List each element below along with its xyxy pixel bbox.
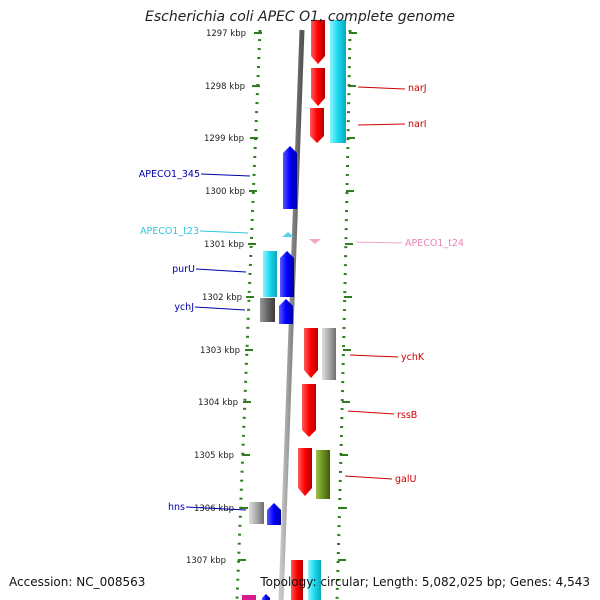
gene-narI[interactable] — [310, 108, 324, 143]
gene-hns[interactable] — [267, 503, 281, 525]
gene-red-bottom[interactable] — [291, 560, 303, 600]
gene-label-galU[interactable]: galU — [395, 474, 416, 485]
gene-ychJ-gray[interactable] — [260, 298, 275, 322]
tick-marks — [238, 32, 357, 561]
tick-label: 1304 kbp — [198, 398, 238, 408]
gene-labels-right: narJ narI APECO1_t24 ychK rssB galU — [395, 83, 464, 485]
gene-purU[interactable] — [280, 251, 294, 297]
gene-label-APECO1_345[interactable]: APECO1_345 — [139, 169, 200, 180]
gene-red-galU-region[interactable] — [298, 448, 312, 496]
gene-narJ[interactable] — [311, 68, 325, 106]
gene-APECO1_345[interactable] — [283, 146, 297, 209]
gene-label-APECO1_t24[interactable]: APECO1_t24 — [405, 238, 464, 249]
gene-galU[interactable] — [316, 450, 330, 499]
tick-label: 1297 kbp — [206, 29, 246, 39]
label-connectors-left — [185, 173, 251, 511]
gene-labels-left: APECO1_345 APECO1_t23 purU ychJ hns — [139, 169, 200, 513]
gene-ychK-gray[interactable] — [322, 328, 336, 380]
tick-label: 1302 kbp — [202, 293, 242, 303]
tick-label: 1305 kbp — [194, 451, 234, 461]
accession-text: Accession: NC_008563 — [9, 575, 146, 589]
gene-label-narI[interactable]: narI — [408, 119, 427, 130]
gene-narG-cyan[interactable] — [330, 20, 346, 143]
tick-label: 1306 kbp — [194, 504, 234, 514]
gene-blue-bottom[interactable] — [262, 594, 270, 600]
gene-APECO1_t24[interactable] — [309, 239, 321, 244]
tick-label: 1298 kbp — [205, 82, 245, 92]
gene-label-rssB[interactable]: rssB — [397, 410, 417, 421]
gene-label-ychJ[interactable]: ychJ — [174, 302, 194, 313]
gene-ychK-red[interactable] — [304, 328, 318, 378]
gene-magenta-bottom[interactable] — [242, 595, 256, 600]
genome-summary-text: Topology: circular; Length: 5,082,025 bp… — [260, 575, 590, 589]
tick-label: 1301 kbp — [204, 240, 244, 250]
gene-label-APECO1_t23[interactable]: APECO1_t23 — [140, 226, 199, 237]
gene-rssB[interactable] — [302, 384, 316, 437]
gene-label-narJ[interactable]: narJ — [408, 83, 427, 94]
gene-APECO1_t23[interactable] — [282, 232, 294, 237]
tick-label: 1307 kbp — [186, 556, 226, 566]
tick-label: 1300 kbp — [205, 187, 245, 197]
tick-label: 1299 kbp — [204, 134, 244, 144]
gene-hns-gray[interactable] — [249, 502, 264, 524]
gene-label-purU[interactable]: purU — [172, 264, 195, 275]
gene-label-hns[interactable]: hns — [168, 502, 185, 513]
forward-genes — [291, 20, 346, 600]
reverse-genes — [242, 146, 297, 600]
tick-labels: 1297 kbp 1298 kbp 1299 kbp 1300 kbp 1301… — [186, 29, 246, 566]
tick-label: 1303 kbp — [200, 346, 240, 356]
gene-ychJ[interactable] — [279, 299, 293, 324]
label-connectors-right — [344, 86, 406, 480]
gene-forward[interactable] — [311, 20, 325, 64]
map-title: Escherichia coli APEC O1, complete genom… — [145, 9, 455, 25]
gene-label-ychK[interactable]: ychK — [401, 352, 425, 363]
gene-cyan-bottom[interactable] — [308, 560, 321, 600]
gene-purU-cyan[interactable] — [263, 251, 277, 297]
